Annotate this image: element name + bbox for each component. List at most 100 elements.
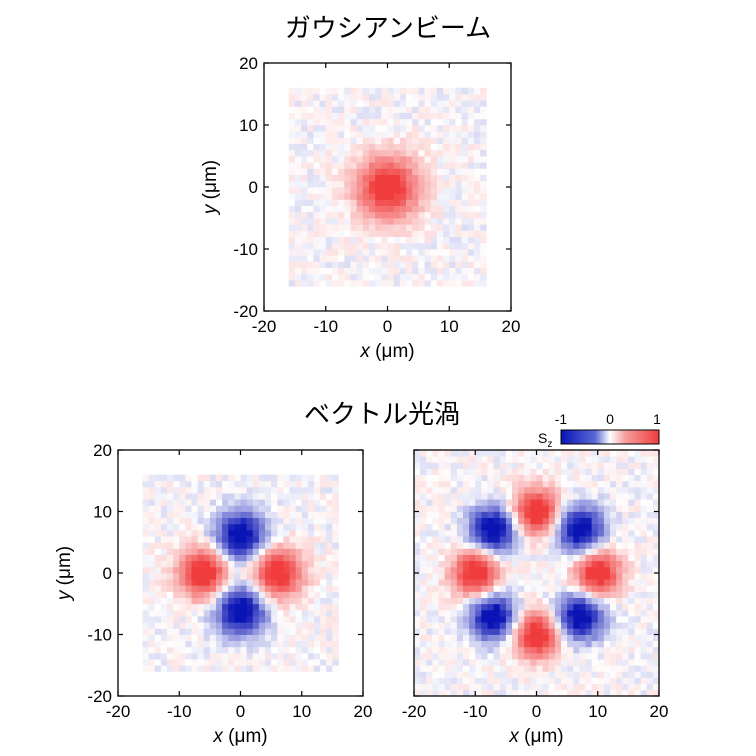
heatmap-cell xyxy=(154,622,162,629)
heatmap-cell xyxy=(461,255,469,262)
heatmap-cell xyxy=(610,579,617,586)
heatmap-cell xyxy=(362,162,370,169)
heatmap-cell xyxy=(573,665,580,672)
heatmap-cell xyxy=(331,118,339,126)
heatmap-cell xyxy=(424,94,432,101)
heatmap-cell xyxy=(426,560,433,568)
heatmap-cell xyxy=(597,536,605,543)
heatmap-cell xyxy=(350,230,358,237)
heatmap-cell xyxy=(179,628,186,635)
heatmap-cell xyxy=(294,162,302,169)
heatmap-cell xyxy=(616,529,623,537)
heatmap-cell xyxy=(332,573,339,580)
heatmap-cell xyxy=(252,493,260,500)
heatmap-cell xyxy=(475,456,482,463)
heatmap-cell xyxy=(288,137,296,144)
heatmap-cell xyxy=(487,677,495,685)
heatmap-cell xyxy=(616,456,623,463)
heatmap-cell xyxy=(307,573,315,580)
heatmap-cell xyxy=(406,187,413,194)
heatmap-cell xyxy=(307,480,315,488)
heatmap-cell xyxy=(430,143,438,151)
heatmap-cell xyxy=(412,236,419,244)
heatmap-cell xyxy=(444,628,452,635)
heatmap-cell xyxy=(493,609,501,617)
heatmap-cell xyxy=(481,573,488,580)
heatmap-cell xyxy=(295,622,303,629)
heatmap-cell xyxy=(518,468,525,475)
heatmap-cell xyxy=(579,689,586,697)
heatmap-cell xyxy=(505,665,513,672)
heatmap-cell xyxy=(622,505,629,512)
heatmap-cell xyxy=(469,560,476,568)
heatmap-cell xyxy=(444,603,452,611)
heatmap-cell xyxy=(579,462,586,469)
heatmap-cell xyxy=(142,529,150,537)
heatmap-cell xyxy=(461,156,469,163)
heatmap-cell xyxy=(548,480,556,488)
heatmap-cell xyxy=(622,597,629,605)
heatmap-cell xyxy=(228,634,235,642)
heatmap-cell xyxy=(356,156,364,163)
heatmap-cell xyxy=(438,585,446,592)
heatmap-cell xyxy=(561,554,568,562)
heatmap-cell xyxy=(283,523,290,531)
heatmap-cell xyxy=(222,646,229,654)
heatmap-cell xyxy=(154,560,162,568)
heatmap-cell xyxy=(530,640,537,648)
heatmap-cell xyxy=(414,634,421,642)
heatmap-cell xyxy=(603,456,611,463)
heatmap-cell xyxy=(505,517,513,525)
heatmap-cell xyxy=(493,616,501,623)
heatmap-cell xyxy=(628,542,635,549)
heatmap-cell xyxy=(209,566,217,574)
heatmap-cell xyxy=(512,450,519,457)
heatmap-cell xyxy=(548,517,556,525)
heatmap-cell xyxy=(381,174,388,182)
heatmap-cell xyxy=(289,548,297,555)
heatmap-cell xyxy=(301,280,308,287)
heatmap-cell xyxy=(473,143,481,151)
heatmap-cell xyxy=(536,671,544,678)
heatmap-cell xyxy=(554,505,562,512)
heatmap-panel-3: -20 -10 0 10 20x (μm) xyxy=(402,449,668,747)
heatmap-cell xyxy=(173,486,180,494)
heatmap-cell xyxy=(487,591,495,598)
heatmap-cell xyxy=(518,597,525,605)
heatmap-cell xyxy=(338,280,345,287)
heatmap-cell xyxy=(160,529,168,537)
heatmap-cell xyxy=(426,468,433,475)
heatmap-cell xyxy=(381,94,388,101)
heatmap-cell xyxy=(301,609,309,617)
heatmap-cell xyxy=(289,523,297,531)
heatmap-cell xyxy=(518,456,525,463)
heatmap-cell xyxy=(573,573,580,580)
heatmap-cell xyxy=(277,640,284,648)
heatmap-cell xyxy=(148,585,156,592)
heatmap-cell xyxy=(432,616,439,623)
heatmap-cell xyxy=(591,456,599,463)
heatmap-cell xyxy=(331,94,339,101)
heatmap-cell xyxy=(325,224,333,231)
heatmap-cell xyxy=(616,579,623,586)
heatmap-cell xyxy=(252,634,260,642)
heatmap-cell xyxy=(338,131,345,138)
heatmap-cell xyxy=(610,536,617,543)
heatmap-cell xyxy=(475,566,482,574)
heatmap-cell xyxy=(567,579,574,586)
heatmap-cell xyxy=(406,174,413,182)
heatmap-cell xyxy=(420,689,427,697)
heatmap-cell xyxy=(499,517,507,525)
heatmap-cell xyxy=(356,87,364,95)
heatmap-cell xyxy=(616,622,623,629)
heatmap-cell xyxy=(173,646,180,654)
heatmap-cell xyxy=(530,456,537,463)
heatmap-cell xyxy=(173,511,180,519)
heatmap-cell xyxy=(234,622,241,629)
heatmap-cell xyxy=(222,665,229,672)
heatmap-cell xyxy=(234,566,241,574)
heatmap-cell xyxy=(646,609,654,617)
heatmap-cell xyxy=(368,125,376,132)
heatmap-cell xyxy=(430,199,438,206)
heatmap-cell xyxy=(356,205,364,213)
